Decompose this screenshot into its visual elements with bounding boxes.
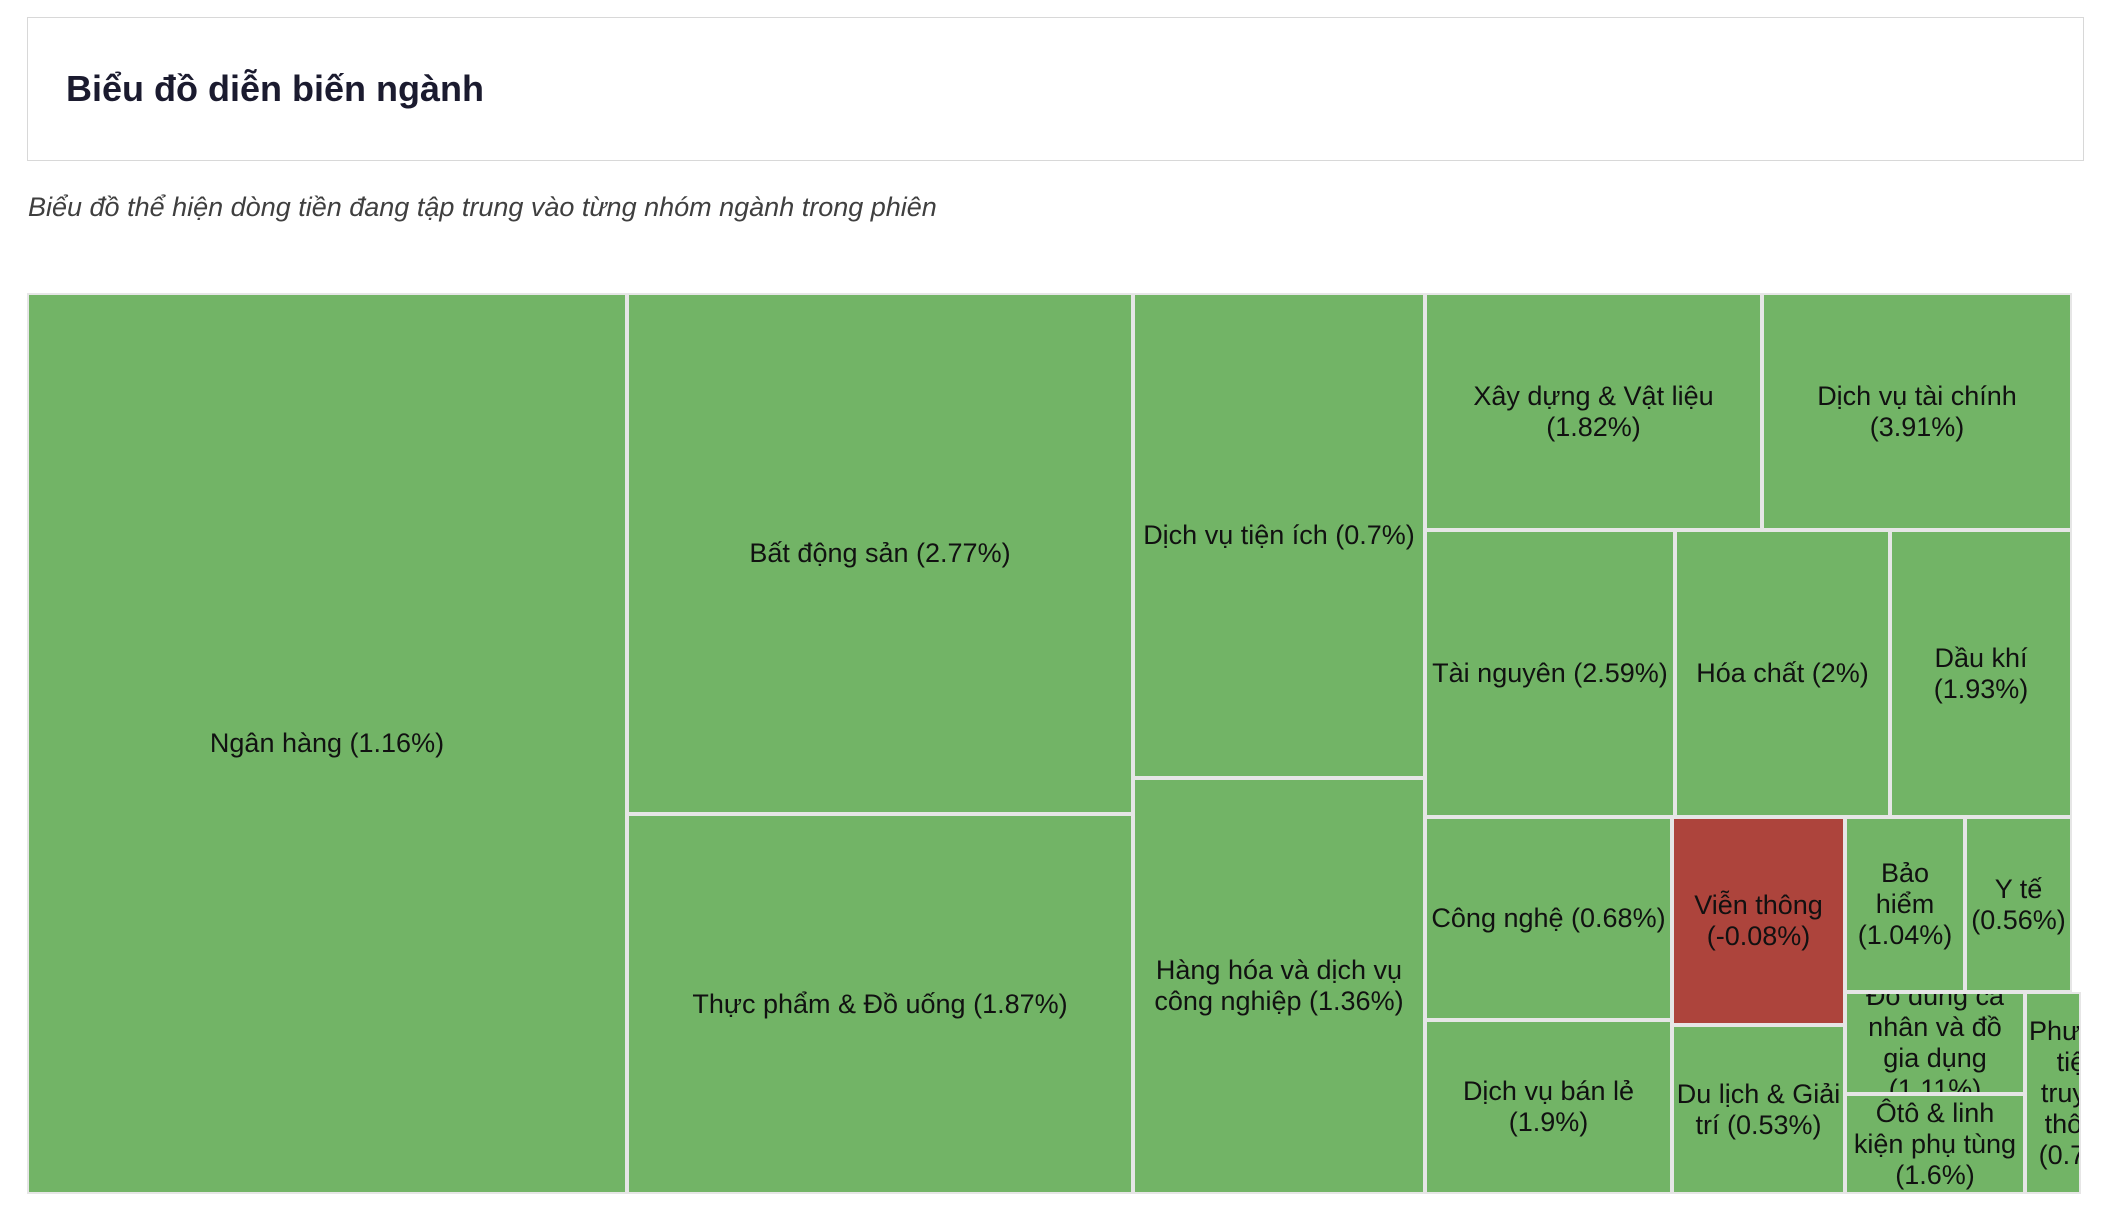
treemap-tile-vien-thong[interactable]: Viễn thông (-0.08%) [1672, 817, 1845, 1025]
treemap-tile-do-dung-ca-nhan[interactable]: Đồ dùng cá nhân và đồ gia dụng (1.11%) [1845, 992, 2025, 1094]
treemap-tile-label: Dịch vụ tiện ích (0.7%) [1143, 520, 1415, 550]
treemap-tile-label: Y tế (0.56%) [1971, 873, 2066, 935]
treemap-tile-label: Xây dựng & Vật liệu (1.82%) [1473, 380, 1714, 442]
header-panel: Biểu đồ diễn biến ngành [27, 17, 2084, 161]
treemap-tile-oto-linh-kien[interactable]: Ôtô & linh kiện phụ tùng (1.6%) [1845, 1094, 2025, 1194]
treemap-tile-ngan-hang[interactable]: Ngân hàng (1.16%) [27, 293, 627, 1194]
treemap-tile-dich-vu-tai-chinh[interactable]: Dịch vụ tài chính (3.91%) [1762, 293, 2072, 530]
treemap-tile-label: Ngân hàng (1.16%) [209, 728, 445, 758]
sector-treemap: Ngân hàng (1.16%) Bất động sản (2.77%) Thự… [27, 293, 2081, 1194]
treemap-tile-label: Tài nguyên (2.59%) [1432, 658, 1668, 688]
treemap-tile-label: Viễn thông (-0.08%) [1694, 890, 1823, 951]
treemap-tile-tai-nguyen[interactable]: Tài nguyên (2.59%) [1425, 530, 1675, 817]
treemap-tile-label: Ôtô & linh kiện phụ tùng (1.6%) [1853, 1097, 2017, 1190]
treemap-tile-label: Phương tiện truyền thông (0.7%) [2029, 1015, 2081, 1170]
treemap-tile-hang-hoa-dich-vu-cong-nghiep[interactable]: Hàng hóa và dịch vụ công nghiệp (1.36%) [1133, 778, 1425, 1194]
treemap-tile-dau-khi[interactable]: Dầu khí (1.93%) [1890, 530, 2072, 817]
treemap-tile-xay-dung-vat-lieu[interactable]: Xây dựng & Vật liệu (1.82%) [1425, 293, 1762, 530]
treemap-tile-label: Thực phẩm & Đồ uống (1.87%) [692, 988, 1068, 1019]
treemap-tile-bao-hiem[interactable]: Bảo hiểm (1.04%) [1845, 817, 1965, 992]
treemap-tile-label: Bất động sản (2.77%) [749, 538, 1011, 568]
treemap-tile-hoa-chat[interactable]: Hóa chất (2%) [1675, 530, 1890, 817]
treemap-tile-dich-vu-tien-ich[interactable]: Dịch vụ tiện ích (0.7%) [1133, 293, 1425, 778]
treemap-tile-label: Hóa chất (2%) [1696, 658, 1869, 688]
treemap-tile-bat-dong-san[interactable]: Bất động sản (2.77%) [627, 293, 1133, 814]
chart-subtitle: Biểu đồ thể hiện dòng tiền đang tập trun… [28, 192, 937, 222]
treemap-tile-label: Du lịch & Giải trí (0.53%) [1676, 1078, 1841, 1140]
page-title: Biểu đồ diễn biến ngành [66, 68, 484, 109]
treemap-tile-label: Công nghệ (0.68%) [1431, 903, 1666, 933]
treemap-tile-label: Dịch vụ bán lẻ (1.9%) [1462, 1076, 1635, 1137]
treemap-tile-y-te[interactable]: Y tế (0.56%) [1965, 817, 2072, 992]
treemap-tile-cong-nghe[interactable]: Công nghệ (0.68%) [1425, 817, 1672, 1020]
treemap-tile-label: Dầu khí (1.93%) [1933, 642, 2029, 704]
treemap-tile-dich-vu-ban-le[interactable]: Dịch vụ bán lẻ (1.9%) [1425, 1020, 1672, 1194]
treemap-tile-label: Bảo hiểm (1.04%) [1857, 858, 1953, 950]
treemap-tile-du-lich-giai-tri[interactable]: Du lịch & Giải trí (0.53%) [1672, 1025, 1845, 1194]
treemap-tile-thuc-pham-do-uong[interactable]: Thực phẩm & Đồ uống (1.87%) [627, 814, 1133, 1194]
treemap-tile-label: Đồ dùng cá nhân và đồ gia dụng (1.11%) [1865, 992, 2005, 1094]
treemap-tile-label: Hàng hóa và dịch vụ công nghiệp (1.36%) [1154, 955, 1404, 1016]
treemap-tile-phuong-tien-truyen-thong[interactable]: Phương tiện truyền thông (0.7%) [2025, 992, 2081, 1194]
treemap-tile-label: Dịch vụ tài chính (3.91%) [1817, 380, 2017, 442]
